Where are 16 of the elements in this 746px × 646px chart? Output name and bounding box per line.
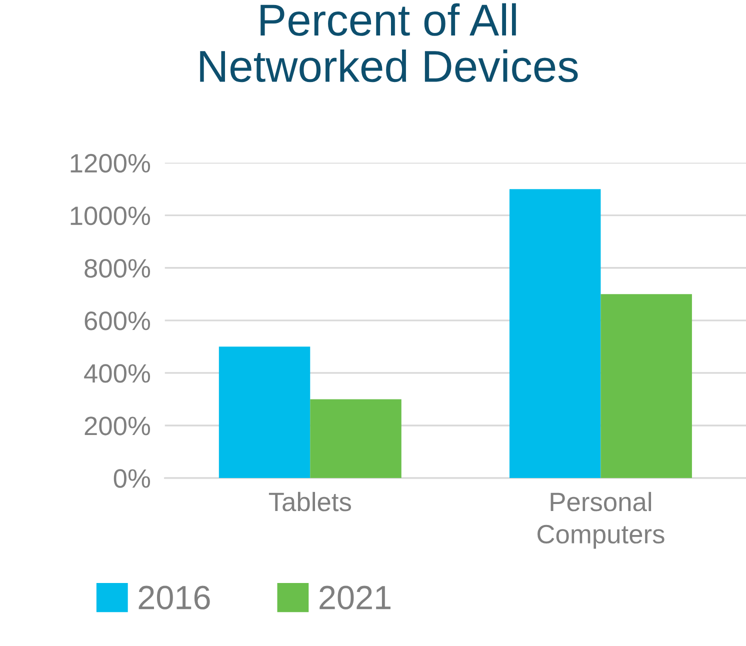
bar [509, 189, 601, 478]
y-tick-label: 1000% [70, 206, 150, 226]
bar [600, 294, 692, 478]
y-tick-label: 400% [84, 364, 150, 383]
y-tick-label: 0% [114, 469, 150, 488]
legend-label: 2016 [138, 586, 210, 610]
chart-title: Percent of All Networked Devices [200, 3, 578, 82]
y-tick-label: 600% [84, 312, 150, 330]
x-tick-label: Tablets [268, 492, 351, 512]
legend-label: 2021 [320, 586, 390, 610]
bar [310, 399, 402, 478]
y-tick-label: 200% [84, 416, 150, 436]
y-tick-label: 800% [84, 259, 150, 278]
x-tick-label: Personal Computers [538, 492, 664, 549]
bar [218, 346, 310, 478]
y-tick-label: 1200% [70, 154, 150, 173]
